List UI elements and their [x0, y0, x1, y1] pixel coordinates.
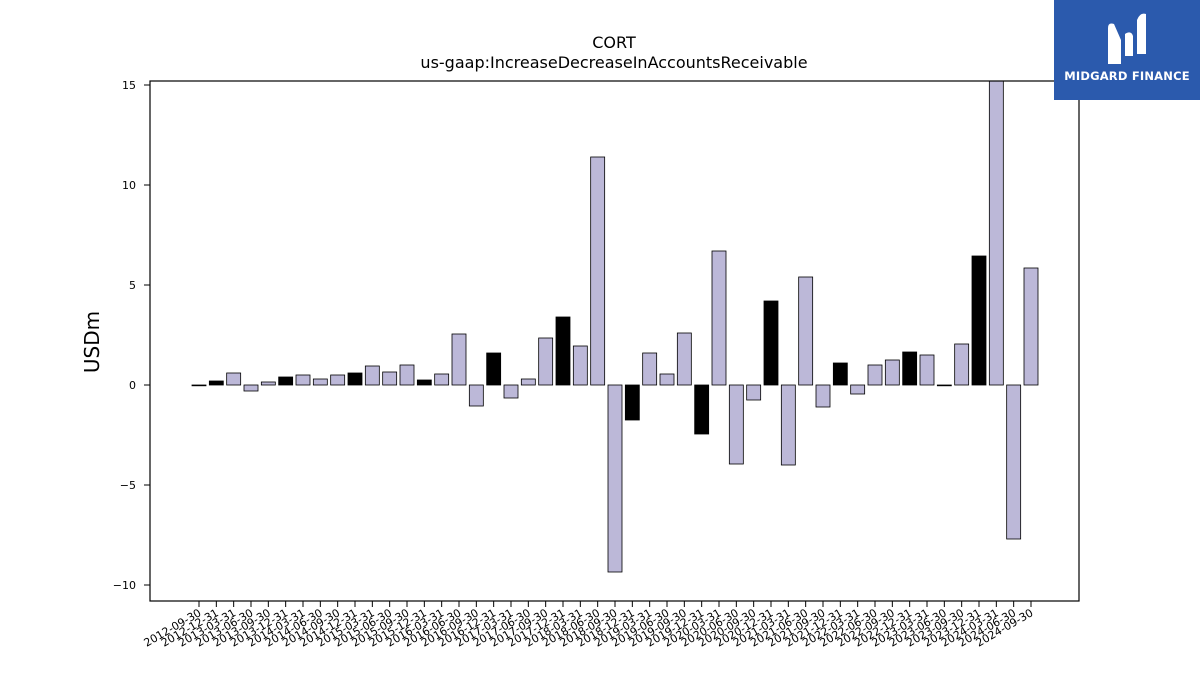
bar-2012-12-31	[208, 380, 224, 386]
y-axis: −10 −5 0 5 10 15	[113, 79, 150, 592]
y-tick-label: −10	[113, 579, 136, 592]
bar-2015-06-30	[382, 371, 398, 386]
bar-2020-03-31	[711, 250, 727, 386]
bar-2017-09-30	[538, 337, 554, 386]
bar-2018-06-30	[590, 156, 606, 386]
y-tick-label: 15	[122, 79, 136, 92]
brand-name: MIDGARD FINANCE	[1064, 69, 1190, 83]
bar-2016-06-30	[451, 333, 467, 386]
bar-2023-03-31	[919, 354, 935, 386]
bar-2014-12-31	[347, 372, 363, 386]
bar-2020-09-30	[746, 384, 762, 401]
bar-2017-03-31	[503, 384, 519, 399]
midgard-logo-icon	[1108, 13, 1146, 64]
bar-2024-09-30	[1023, 267, 1039, 386]
bar-2024-03-31	[988, 80, 1004, 386]
bar-2023-06-30	[936, 384, 952, 387]
brand-logo: MIDGARD FINANCE	[1054, 0, 1200, 100]
bar-2019-03-31	[642, 352, 658, 386]
bar-2013-12-31	[278, 376, 294, 386]
bar-2015-12-31	[416, 379, 432, 386]
chart-title: CORT	[592, 33, 636, 52]
bar-2016-09-30	[468, 384, 484, 407]
bar-2021-12-31	[832, 362, 848, 386]
plot-frame	[149, 80, 1080, 602]
bar-2018-12-31	[624, 384, 640, 421]
bar-2021-09-30	[815, 384, 831, 408]
bar-2020-06-30	[728, 384, 744, 465]
bar-2015-03-31	[364, 365, 380, 386]
bar-2022-09-30	[884, 359, 900, 386]
bar-2014-03-31	[295, 374, 311, 386]
bar-2018-09-30	[607, 384, 623, 573]
bar-2013-03-31	[226, 372, 242, 386]
bar-2016-12-31	[486, 352, 502, 386]
chart-subtitle: us-gaap:IncreaseDecreaseInAccountsReceiv…	[420, 53, 807, 72]
bar-2017-06-30	[520, 378, 536, 386]
y-tick-label: 0	[129, 379, 136, 392]
y-axis-label: USDm	[80, 311, 104, 373]
bar-2013-06-30	[243, 384, 259, 392]
y-tick-label: 10	[122, 179, 136, 192]
bar-2012-09-30	[191, 384, 207, 387]
bar-series	[191, 80, 1039, 573]
bar-2021-03-31	[780, 384, 796, 466]
bar-2022-12-31	[902, 351, 918, 386]
bar-2019-12-31	[694, 384, 710, 435]
bar-2023-09-30	[954, 343, 970, 386]
bar-2022-06-30	[867, 364, 883, 386]
bar-2014-06-30	[312, 378, 328, 386]
bar-2015-09-30	[399, 364, 415, 386]
bar-2016-03-31	[434, 373, 450, 386]
bar-2017-12-31	[555, 316, 571, 386]
bar-2019-06-30	[659, 373, 675, 386]
bar-2023-12-31	[971, 255, 987, 386]
bar-2018-03-31	[572, 345, 588, 386]
x-axis: 2012-09-302012-12-312013-03-312013-06-30…	[142, 601, 1036, 650]
bar-2021-06-30	[798, 276, 814, 386]
bar-2013-09-30	[260, 381, 276, 386]
y-tick-label: −5	[120, 479, 136, 492]
bar-2022-03-31	[850, 384, 866, 395]
bar-2020-12-31	[763, 300, 779, 386]
bar-2014-09-30	[330, 374, 346, 386]
bar-2024-06-30	[1006, 384, 1022, 540]
bar-2019-09-30	[676, 332, 692, 386]
y-tick-label: 5	[129, 279, 136, 292]
